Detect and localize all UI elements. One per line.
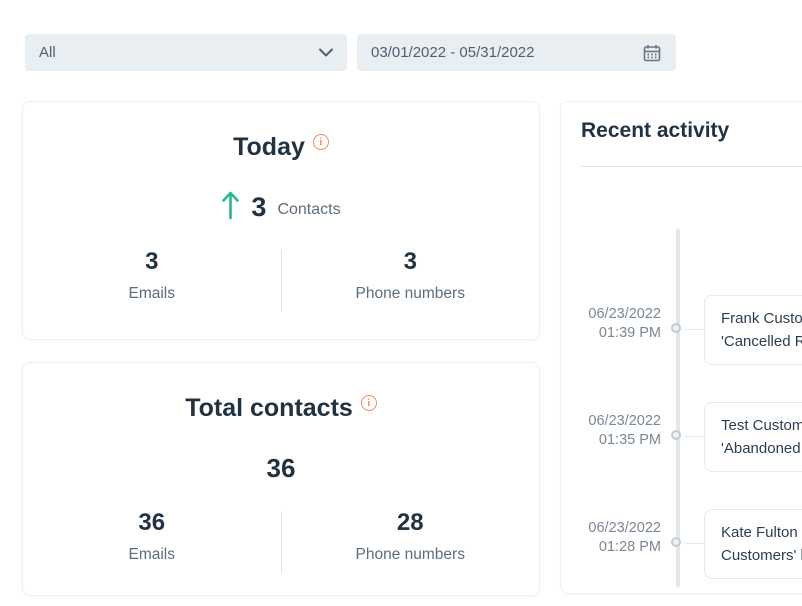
total-contacts-value: 36 — [266, 453, 296, 483]
today-contacts-label: Contacts — [277, 200, 341, 218]
recent-activity-panel: Recent activity 06/23/2022 01:39 PM Fran… — [560, 101, 802, 594]
total-card-header: Total contacts i — [23, 393, 539, 423]
contact-type-select[interactable]: All — [25, 34, 347, 71]
activity-card[interactable]: Test Custom 'Abandoned — [704, 402, 802, 472]
total-emails-value: 36 — [138, 509, 166, 536]
today-card-title: Today — [233, 133, 305, 161]
timeline-node-icon — [671, 323, 681, 333]
info-icon[interactable]: i — [360, 395, 377, 411]
date-range-input[interactable]: 03/01/2022 - 05/31/2022 — [357, 34, 676, 71]
total-emails-label: Emails — [128, 546, 175, 563]
today-stats: 3 Emails 3 Phone numbers — [23, 248, 539, 316]
today-emails-value: 3 — [145, 248, 159, 275]
today-emails-stat: 3 Emails — [23, 248, 281, 316]
activity-time: 01:35 PM — [598, 432, 661, 448]
activity-entry: 06/23/2022 01:28 PM Kate Fulton - Custom… — [561, 509, 802, 579]
today-emails-label: Emails — [128, 285, 175, 302]
timeline-connector — [685, 543, 704, 544]
total-emails-stat: 36 Emails — [23, 509, 281, 577]
timeline-connector — [685, 436, 704, 437]
total-contacts-card: Total contacts i 36 36 Emails 28 Phone n… — [22, 362, 540, 596]
contact-type-select-value: All — [39, 44, 56, 61]
recent-activity-title: Recent activity — [581, 119, 730, 142]
timeline-connector — [685, 329, 704, 330]
today-card: Today i 3 Contacts 3 Emails 3 Phone numb… — [22, 101, 540, 340]
timeline-node-icon — [671, 537, 681, 547]
vertical-divider — [280, 511, 282, 573]
activity-line2: Customers' l — [721, 547, 802, 564]
today-new-contacts: 3 Contacts — [23, 190, 539, 225]
activity-line2: 'Abandoned — [721, 440, 801, 457]
activity-entry: 06/23/2022 01:35 PM Test Custom 'Abandon… — [561, 402, 802, 472]
activity-card[interactable]: Kate Fulton - Customers' l — [704, 509, 802, 579]
activity-line1: Frank Custo — [721, 310, 802, 327]
today-phones-stat: 3 Phone numbers — [282, 248, 540, 316]
activity-timestamp: 06/23/2022 01:35 PM — [561, 412, 661, 450]
activity-line1: Kate Fulton - — [721, 524, 802, 541]
total-phones-stat: 28 Phone numbers — [282, 509, 540, 577]
today-contacts-value: 3 — [251, 192, 267, 222]
activity-time: 01:39 PM — [598, 325, 661, 341]
today-phones-value: 3 — [403, 248, 417, 275]
vertical-divider — [280, 250, 282, 312]
activity-time: 01:28 PM — [598, 539, 661, 555]
today-phones-label: Phone numbers — [355, 285, 465, 302]
date-range-value: 03/01/2022 - 05/31/2022 — [371, 44, 535, 61]
total-stats: 36 Emails 28 Phone numbers — [23, 509, 539, 577]
activity-date: 06/23/2022 — [588, 413, 661, 429]
timeline-node-icon — [671, 430, 681, 440]
activity-date: 06/23/2022 — [588, 306, 661, 322]
activity-line2: 'Cancelled R — [721, 333, 802, 350]
activity-timestamp: 06/23/2022 01:39 PM — [561, 305, 661, 343]
activity-date: 06/23/2022 — [588, 520, 661, 536]
total-card-title: Total contacts — [185, 394, 353, 422]
total-phones-label: Phone numbers — [355, 546, 465, 563]
activity-line1: Test Custom — [721, 417, 802, 434]
timeline-line — [676, 229, 680, 587]
activity-card[interactable]: Frank Custo 'Cancelled R — [704, 295, 802, 365]
activity-entry: 06/23/2022 01:39 PM Frank Custo 'Cancell… — [561, 295, 802, 365]
today-card-header: Today i — [23, 132, 539, 162]
calendar-icon[interactable] — [642, 43, 662, 63]
activity-timestamp: 06/23/2022 01:28 PM — [561, 519, 661, 557]
total-phones-value: 28 — [396, 509, 424, 536]
arrow-up-icon — [221, 190, 240, 225]
horizontal-divider — [581, 166, 802, 167]
info-icon[interactable]: i — [312, 134, 329, 150]
chevron-down-icon — [319, 48, 333, 57]
